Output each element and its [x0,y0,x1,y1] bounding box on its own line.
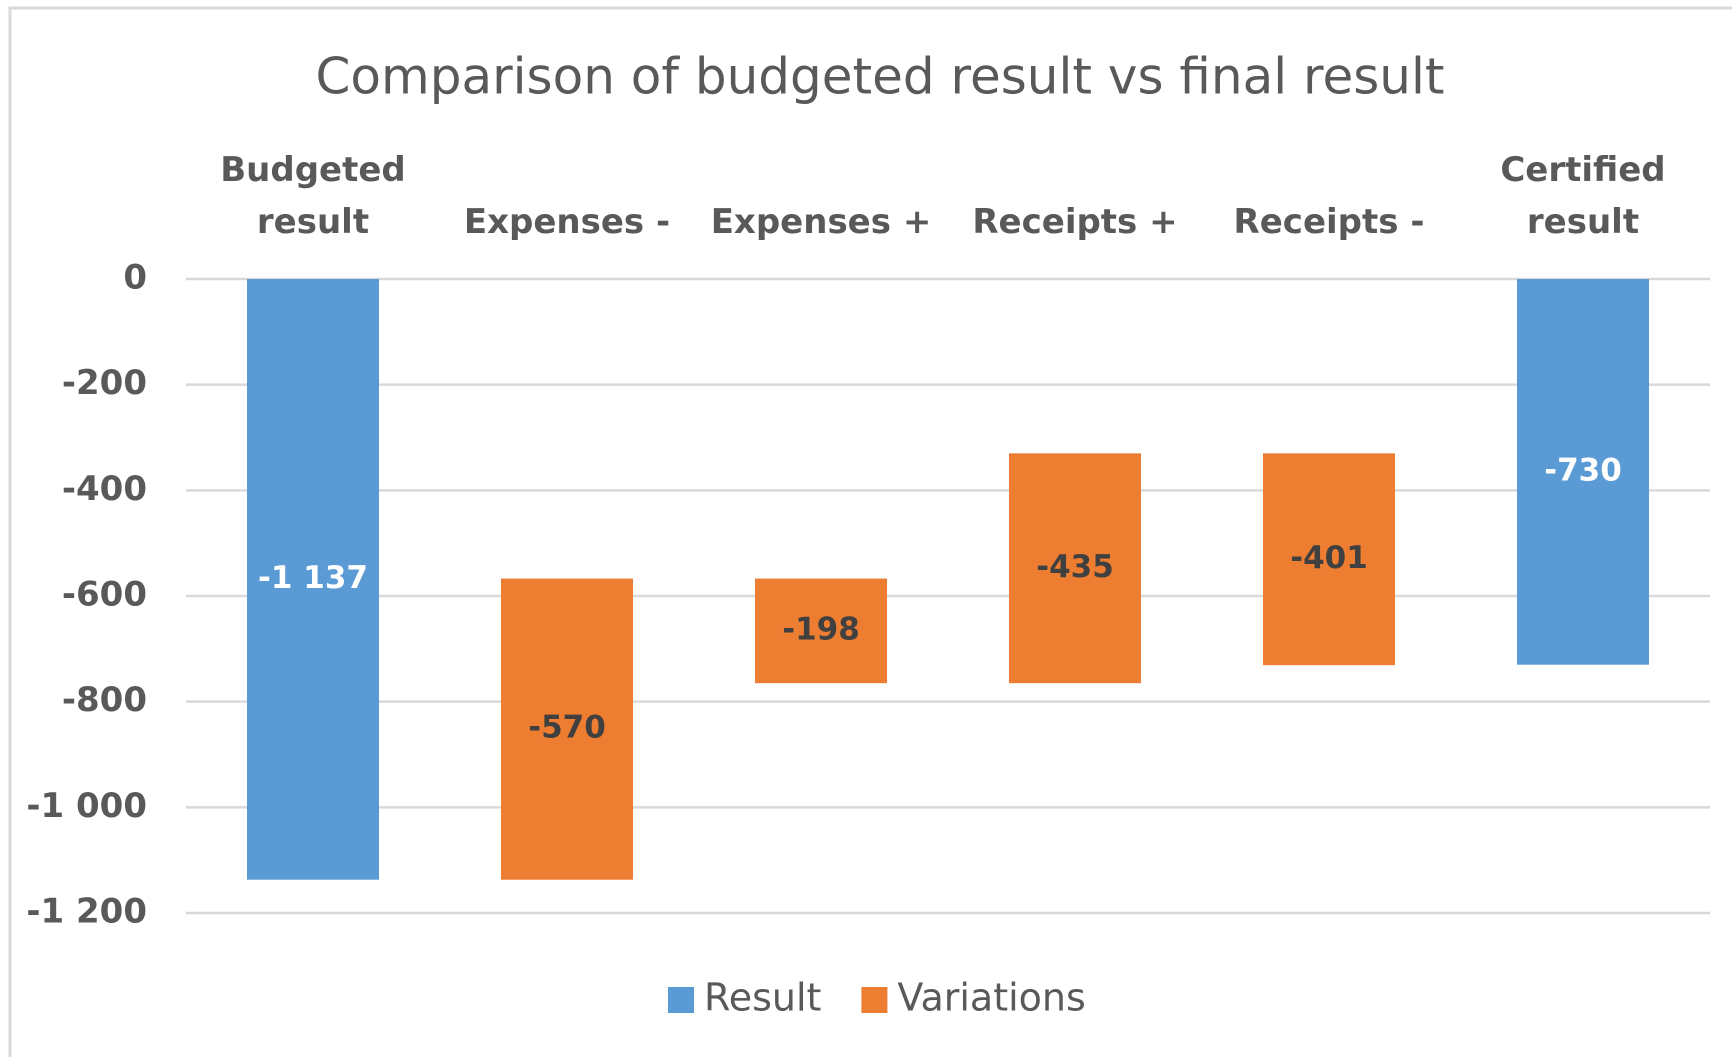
legend-label: Variations [897,976,1085,1020]
bar [755,578,887,684]
data-label: -730 [1544,452,1622,488]
legend-swatch [861,987,888,1013]
x-tick-label: Expenses + [710,202,932,242]
x-tick-label: Certified result [1500,150,1666,242]
y-tick-label: -1 000 [26,786,147,826]
x-tick-label: Budgeted result [220,150,406,242]
y-tick-label: -1 200 [26,892,147,932]
data-label: -1 137 [258,560,368,596]
y-tick-label: -600 [62,575,147,615]
x-tick-label: Receipts - [1233,202,1425,242]
data-label: -435 [1036,549,1114,585]
bar [1263,453,1395,666]
data-label: -401 [1290,540,1368,576]
bar [1009,453,1141,684]
chart-title: Comparison of budgeted result vs final r… [316,48,1445,106]
x-tick-label: Expenses - [463,202,671,242]
y-tick-label: -200 [62,363,147,403]
y-tick-label: -400 [62,469,147,509]
y-tick-label: 0 [123,258,147,298]
y-tick-label: -800 [62,680,147,720]
bar [247,279,379,880]
data-label: -198 [782,611,860,647]
data-label: -570 [528,710,606,746]
legend-label: Result [704,976,821,1020]
bar [501,578,633,880]
bar [1517,279,1649,665]
x-tick-label: Receipts + [972,202,1178,242]
legend-swatch [668,987,694,1013]
